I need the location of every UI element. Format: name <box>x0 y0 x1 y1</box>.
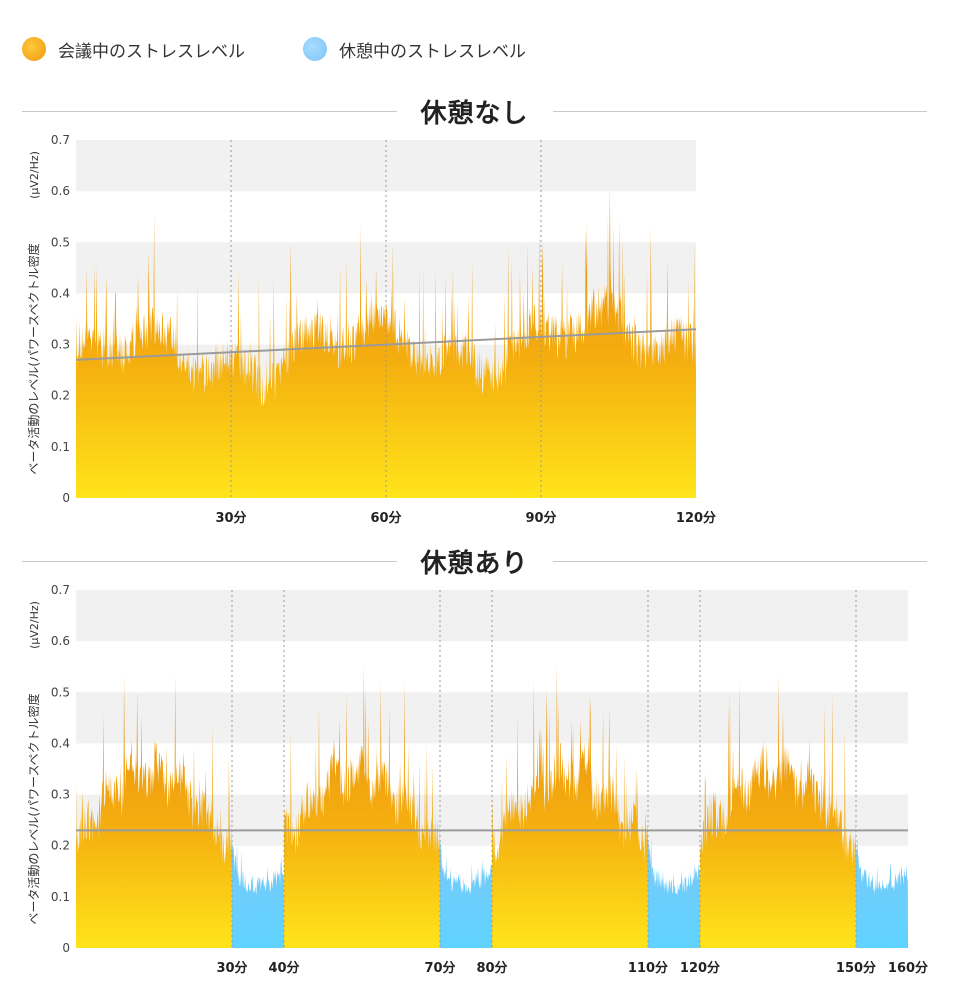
legend-swatch-meeting <box>22 37 46 61</box>
x-tick-label: 80分 <box>476 960 507 976</box>
section-title-no-break: 休憩なし <box>22 93 928 129</box>
y-axis-unit: (µV2/Hz) <box>28 601 41 649</box>
y-axis-label: ベータ活動のレベル(パワースペクトル密度 <box>26 693 41 924</box>
meeting-segment-area <box>76 674 232 948</box>
legend-label-meeting: 会議中のストレスレベル <box>58 41 245 62</box>
y-tick-label: 0.7 <box>51 583 70 597</box>
y-tick-label: 0.1 <box>51 440 70 454</box>
x-tick-label: 30分 <box>215 510 246 526</box>
y-axis-unit: (µV2/Hz) <box>28 151 41 199</box>
x-tick-label: 120分 <box>680 960 720 976</box>
x-tick-label: 120分 <box>676 510 716 526</box>
break-segment-area <box>856 837 908 948</box>
x-tick-label: 150分 <box>836 960 876 976</box>
section-title-with-break: 休憩あり <box>22 543 928 579</box>
legend-item-meeting: 会議中のストレスレベル <box>22 37 245 62</box>
break-segment-area <box>440 840 492 948</box>
meeting-segment-area <box>284 663 440 948</box>
y-tick-label: 0.4 <box>51 736 70 750</box>
legend: 会議中のストレスレベル 休憩中のストレスレベル <box>22 34 584 64</box>
x-tick-label: 110分 <box>628 960 668 976</box>
x-tick-label: 60分 <box>370 510 401 526</box>
y-tick-label: 0.1 <box>51 890 70 904</box>
y-tick-label: 0.2 <box>51 839 70 853</box>
chart-no-break: 0 0.1 0.2 0.3 0.4 0.5 0.6 0.7 ベータ活動のレベル(パワースペクトル… <box>26 133 716 526</box>
y-tick-label: 0.2 <box>51 389 70 403</box>
break-segment-area <box>648 836 700 948</box>
legend-label-break: 休憩中のストレスレベル <box>339 41 526 62</box>
break-segment-area <box>232 841 284 948</box>
legend-swatch-break <box>303 37 327 61</box>
x-tick-label: 40分 <box>268 960 299 976</box>
y-tick-label: 0.5 <box>51 685 70 699</box>
y-tick-label: 0 <box>62 491 70 505</box>
y-tick-label: 0.6 <box>51 634 70 648</box>
x-tick-label: 30分 <box>216 960 247 976</box>
title-rule-right <box>552 110 928 112</box>
x-tick-label: 70分 <box>424 960 455 976</box>
y-tick-label: 0.3 <box>51 338 70 352</box>
legend-item-break: 休憩中のストレスレベル <box>303 37 526 62</box>
title-rule-left <box>22 110 397 112</box>
y-tick-label: 0.4 <box>51 286 70 300</box>
meeting-segment-area <box>492 662 648 948</box>
chart-with-break: 0 0.1 0.2 0.3 0.4 0.5 0.6 0.7 ベータ活動のレベル(パワースペクトル… <box>26 583 928 976</box>
trend-line <box>75 328 697 361</box>
title-rule-left <box>22 560 397 562</box>
x-tick-label: 90分 <box>525 510 556 526</box>
chart-title-with-break: 休憩あり <box>420 548 529 579</box>
y-tick-label: 0 <box>62 941 70 955</box>
title-rule-right <box>552 560 928 562</box>
x-tick-label: 160分 <box>888 960 928 976</box>
y-tick-label: 0.6 <box>51 184 70 198</box>
chart-title-no-break: 休憩なし <box>420 98 529 129</box>
meeting-segment-area <box>700 673 856 948</box>
y-tick-label: 0.7 <box>51 133 70 147</box>
y-tick-label: 0.5 <box>51 235 70 249</box>
y-axis-label: ベータ活動のレベル(パワースペクトル密度 <box>26 243 41 474</box>
y-tick-label: 0.3 <box>51 788 70 802</box>
